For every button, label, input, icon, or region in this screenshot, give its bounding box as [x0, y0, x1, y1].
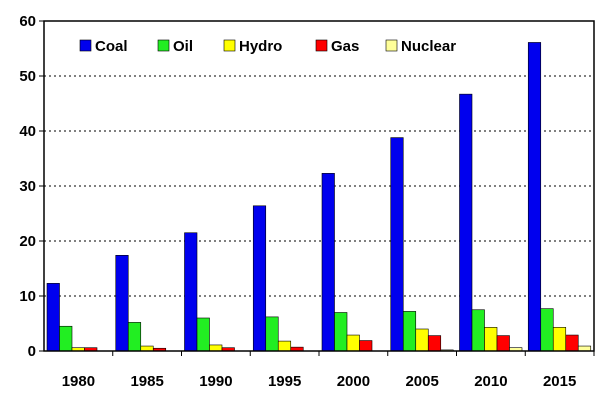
- bar-oil-2015: [540, 308, 554, 352]
- x-tick-label: 2005: [405, 373, 438, 390]
- legend-label-hydro: Hydro: [239, 38, 282, 55]
- legend-swatch-coal: [79, 39, 92, 52]
- x-tick-label: 1985: [130, 373, 163, 390]
- y-tick-label: 60: [19, 13, 36, 30]
- bar-coal-1990: [184, 232, 198, 352]
- legend: Coal Oil Hydro Gas Nuclear: [79, 38, 456, 55]
- x-tick-label: 2000: [337, 373, 370, 390]
- bar-oil-2005: [402, 311, 417, 352]
- y-tick-label: 50: [19, 68, 36, 85]
- gridlines: [44, 20, 594, 297]
- axes: 0 10 20 30 40 50 60 1980 1985 1990 1995 2000 2005 201…: [19, 13, 595, 390]
- x-tick-label: 1990: [199, 373, 232, 390]
- y-tick-label: 0: [28, 343, 36, 360]
- bar-hydro-2010: [484, 327, 498, 352]
- legend-label-coal: Coal: [95, 38, 128, 55]
- bar-hydro-2015: [552, 327, 567, 352]
- legend-swatch-hydro: [223, 39, 236, 52]
- bars: [46, 42, 592, 352]
- x-tick-label: 1995: [268, 373, 301, 390]
- bar-oil-1990: [196, 317, 210, 352]
- legend-label-nuclear: Nuclear: [401, 38, 456, 55]
- bar-gas-2015: [565, 334, 579, 352]
- bar-coal-2005: [390, 137, 404, 352]
- bar-oil-1980: [59, 325, 73, 352]
- bar-gas-2010: [496, 335, 510, 352]
- bar-coal-1995: [252, 205, 267, 352]
- legend-swatch-oil: [157, 39, 170, 52]
- bar-gas-2005: [427, 335, 442, 352]
- bar-hydro-1995: [277, 340, 292, 352]
- bar-coal-1985: [115, 255, 129, 352]
- bar-oil-2010: [471, 309, 485, 352]
- x-tick-label: 1980: [62, 373, 95, 390]
- plot-frame: [43, 20, 595, 352]
- x-tick-label: 2010: [474, 373, 507, 390]
- bar-coal-1980: [46, 283, 60, 352]
- y-tick-label: 40: [19, 123, 36, 140]
- legend-swatch-gas: [315, 39, 328, 52]
- bar-oil-1985: [127, 322, 142, 352]
- legend-label-oil: Oil: [173, 38, 193, 55]
- x-tick-label: 2015: [543, 373, 576, 390]
- bar-coal-2000: [321, 173, 335, 352]
- legend-swatch-nuclear: [385, 39, 398, 52]
- bar-oil-1995: [265, 316, 279, 352]
- bar-coal-2010: [459, 93, 473, 352]
- y-tick-label: 30: [19, 178, 36, 195]
- bar-hydro-2000: [346, 334, 360, 352]
- bar-gas-2000: [359, 340, 373, 352]
- bar-hydro-1990: [209, 344, 223, 352]
- y-tick-label: 10: [19, 288, 36, 305]
- bar-hydro-2005: [415, 328, 429, 352]
- bar-oil-2000: [334, 312, 348, 352]
- bar-coal-2015: [527, 42, 542, 352]
- legend-label-gas: Gas: [331, 38, 359, 55]
- y-tick-label: 20: [19, 233, 36, 250]
